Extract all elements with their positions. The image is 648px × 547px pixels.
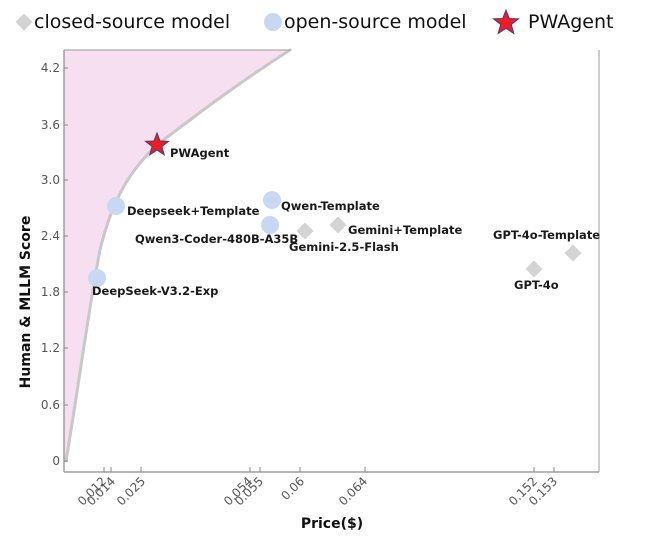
point-gpt-4o-template xyxy=(564,244,582,262)
y-tick-label: 0 xyxy=(52,454,60,468)
legend-open-label: open-source model xyxy=(284,11,467,33)
legend-agent-label: PWAgent xyxy=(528,11,614,33)
label-gemini-25-flash: Gemini-2.5-Flash xyxy=(289,240,399,254)
x-tick-label: 0.025 xyxy=(114,474,148,508)
circle-icon xyxy=(264,13,282,31)
star-icon xyxy=(492,8,520,35)
y-tick-label: 3.0 xyxy=(41,173,60,187)
point-deepseek-template xyxy=(107,197,125,215)
y-tick-label: 4.2 xyxy=(41,61,60,75)
legend-closed-label: closed-source model xyxy=(34,11,231,33)
label-qwen-template: Qwen-Template xyxy=(281,199,380,213)
y-tick-label: 2.4 xyxy=(41,229,60,243)
legend-pwagent: PWAgent xyxy=(492,8,614,35)
point-gpt-4o xyxy=(525,260,543,278)
label-pwagent: PWAgent xyxy=(170,146,230,160)
point-pwagent-star xyxy=(144,131,170,156)
point-gemini-template xyxy=(329,216,347,234)
point-gemini-25-flash xyxy=(296,222,314,240)
x-ticks: 0.012 0.014 0.025 0.054 0.055 0.06 0.064… xyxy=(75,467,560,508)
label-gemini-template: Gemini+Template xyxy=(348,223,462,237)
y-tick-label: 1.2 xyxy=(41,341,60,355)
x-tick-label: 0.06 xyxy=(278,474,307,503)
y-tick-label: 3.6 xyxy=(41,118,60,132)
point-deepseek-v32-exp xyxy=(88,269,106,287)
y-tick-label: 0.6 xyxy=(41,398,60,412)
y-axis-title: Human & MLLM Score xyxy=(18,216,34,389)
point-qwen3-coder xyxy=(261,216,279,234)
label-gpt-4o-template: GPT-4o-Template xyxy=(493,228,600,242)
legend-open-source: open-source model xyxy=(264,9,467,35)
legend-closed-source: closed-source model xyxy=(14,9,230,35)
point-qwen-template xyxy=(263,191,281,209)
label-deepseek-v32-exp: DeepSeek-V3.2-Exp xyxy=(92,284,218,298)
open-source-points xyxy=(88,191,281,287)
y-ticks: 0 0.6 1.2 1.8 2.4 3.0 3.6 4.2 xyxy=(41,61,68,468)
label-qwen3-coder: Qwen3-Coder-480B-A35B xyxy=(135,232,298,246)
y-tick-label: 1.8 xyxy=(41,285,60,299)
label-deepseek-template: Deepseek+Template xyxy=(127,204,260,218)
frontier-region xyxy=(64,50,290,461)
label-gpt-4o: GPT-4o xyxy=(514,278,559,292)
closed-source-points xyxy=(296,216,582,278)
frontier-curve xyxy=(64,48,292,463)
chart-legend: closed-source model open-source model PW… xyxy=(0,0,648,44)
x-axis-title: Price($) xyxy=(301,516,363,532)
x-tick-label: 0.064 xyxy=(336,474,370,508)
